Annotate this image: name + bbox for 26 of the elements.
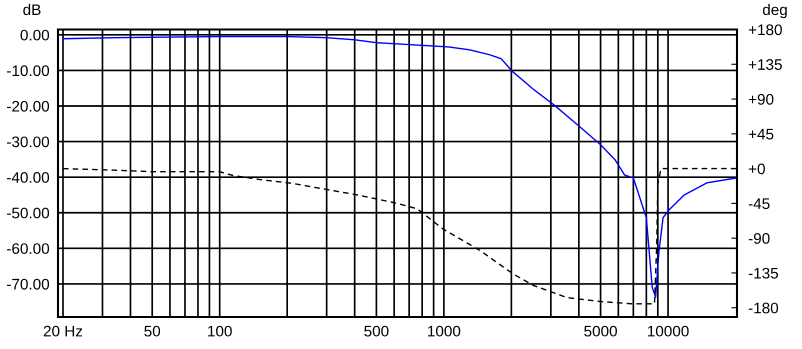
y-tick-label: -10.00	[7, 65, 50, 76]
y-tick-label: -50.00	[7, 208, 50, 218]
y-tick-label: -30.00	[7, 136, 50, 148]
y-tick-label: 0.00	[20, 30, 50, 41]
y2-tick-label: -180	[748, 302, 778, 314]
y-axis-title: dB	[23, 4, 41, 16]
x-tick-label: 500	[364, 326, 389, 337]
y2-tick-label: +0	[748, 163, 765, 174]
x-tick-label: 1000	[428, 326, 460, 337]
y2-tick-label: +135	[748, 59, 782, 70]
x-tick-label: 5000	[584, 326, 617, 337]
y2-axis-title: deg	[762, 4, 787, 18]
y2-tick-label: +45	[748, 128, 774, 140]
x-tick-label: 10000	[648, 326, 689, 337]
y2-tick-label: +180	[748, 24, 782, 36]
x-tick-label: 100	[208, 326, 232, 337]
y-tick-label: -60.00	[7, 243, 50, 254]
y2-tick-label: +90	[748, 94, 774, 105]
y-tick-label: -20.00	[7, 100, 50, 112]
y-tick-label: -70.00	[7, 278, 50, 290]
y2-tick-label: -45	[748, 198, 770, 210]
x-tick-label: 20 Hz	[44, 326, 82, 337]
y-tick-label: -40.00	[7, 172, 50, 183]
x-tick-label: 50	[144, 326, 160, 337]
y2-tick-label: -90	[748, 233, 770, 244]
y2-tick-label: -135	[748, 268, 778, 279]
